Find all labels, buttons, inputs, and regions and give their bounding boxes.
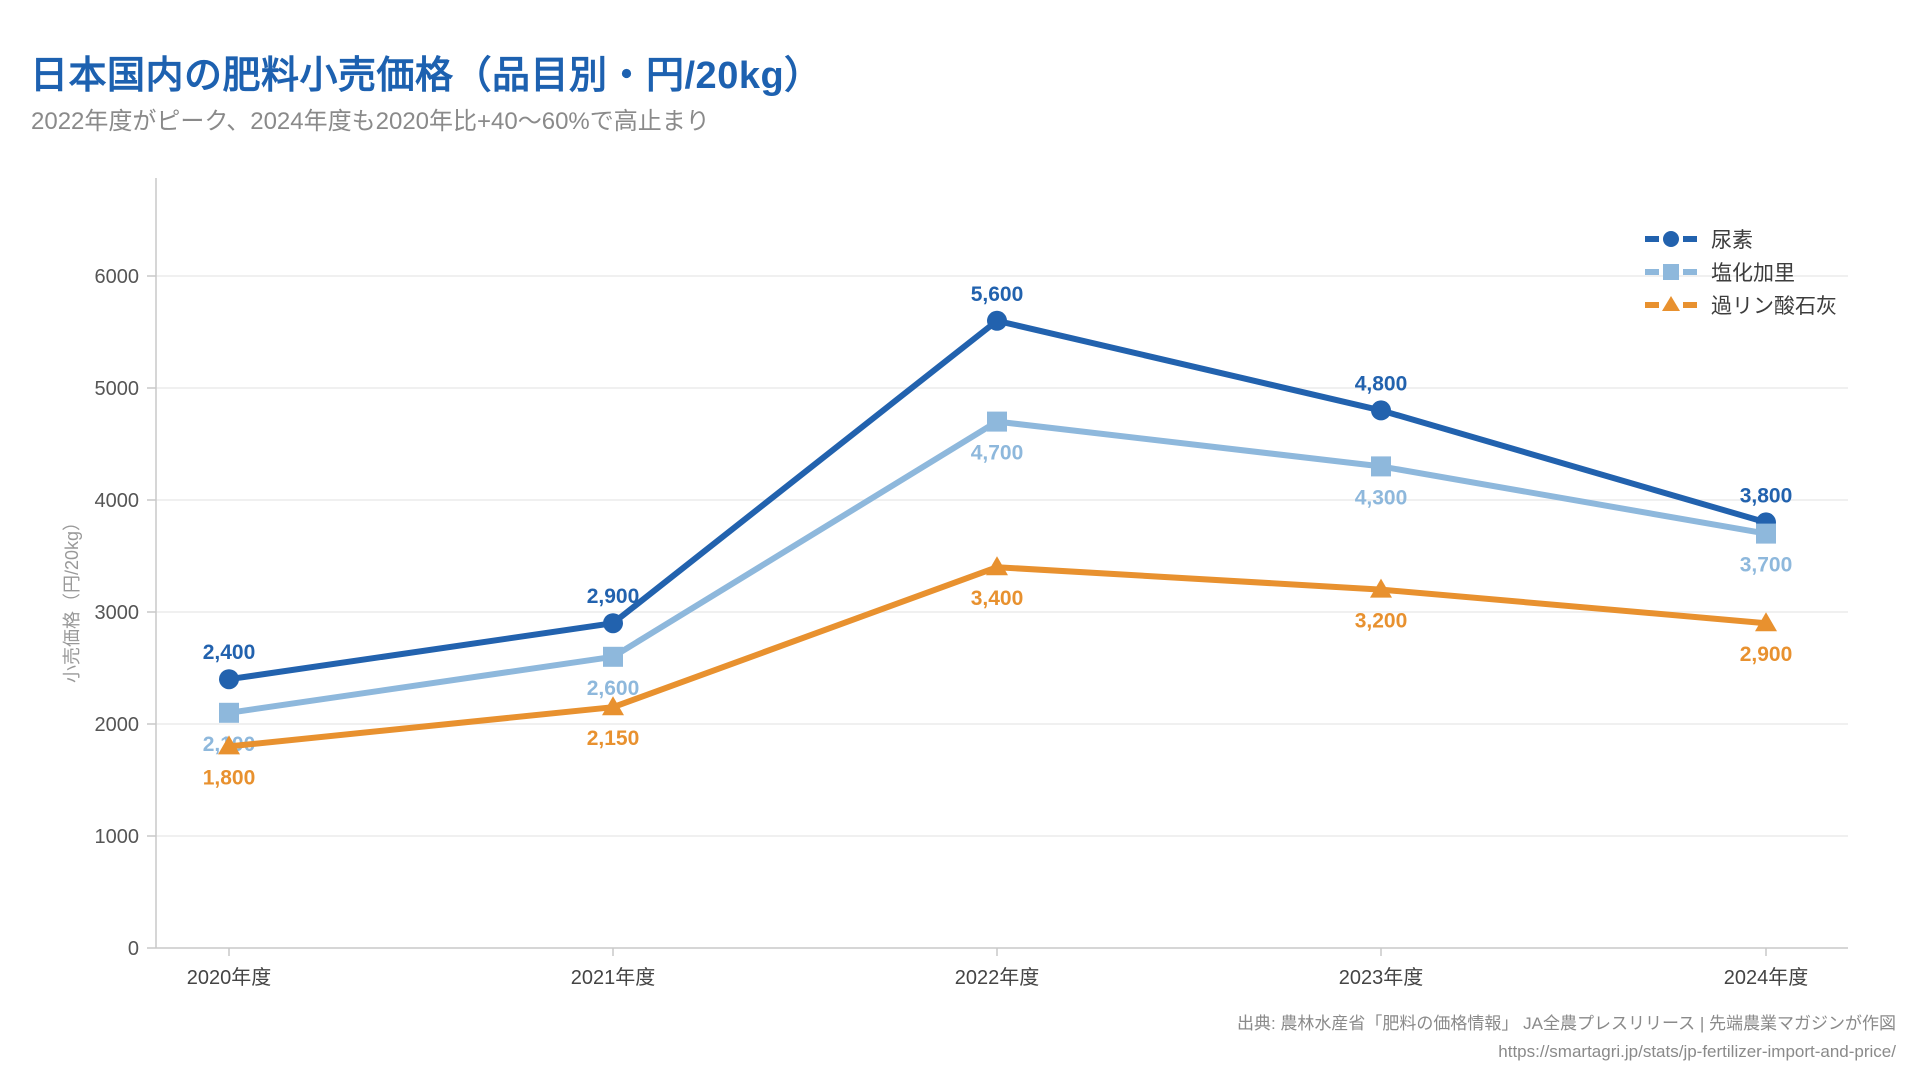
page-title: 日本国内の肥料小売価格（品目別・円/20kg） <box>30 55 823 97</box>
legend-item-過リン酸石灰: 過リン酸石灰 <box>1645 292 1837 318</box>
triangle-marker <box>1370 578 1392 598</box>
x-tick-label-4: 2024年度 <box>1724 966 1809 989</box>
legend-item-塩化加里: 塩化加里 <box>1645 259 1837 285</box>
square-marker <box>987 411 1007 432</box>
triangle-marker <box>218 735 240 755</box>
legend-label: 尿素 <box>1711 229 1753 252</box>
data-label-2-4: 2,900 <box>1740 643 1793 666</box>
y-tick-label-6000: 6000 <box>95 266 140 288</box>
data-label-2-3: 3,200 <box>1355 610 1408 633</box>
data-label-2-2: 3,400 <box>971 587 1024 610</box>
data-label-0-4: 3,800 <box>1740 484 1793 507</box>
data-label-2-0: 1,800 <box>203 766 256 789</box>
circle-marker <box>987 310 1007 331</box>
page-subtitle: 2022年度がピーク、2024年度も2020年比+40〜60%で高止まり <box>31 108 710 135</box>
data-label-0-0: 2,400 <box>203 641 256 664</box>
square-marker <box>1663 264 1679 280</box>
data-label-0-2: 5,600 <box>971 283 1024 306</box>
legend-label: 過リン酸石灰 <box>1711 295 1837 318</box>
legend-label: 塩化加里 <box>1711 262 1795 285</box>
triangle-marker <box>602 696 624 716</box>
circle-marker <box>1371 400 1391 421</box>
series-尿素: 2,400 2,900 5,600 4,800 3,800 <box>203 283 1793 690</box>
x-tick-label-1: 2021年度 <box>571 966 656 989</box>
data-label-0-3: 4,800 <box>1355 372 1408 395</box>
legend-swatch-circle-icon <box>1645 231 1697 247</box>
data-label-1-3: 4,300 <box>1355 486 1408 509</box>
circle-marker <box>219 669 239 690</box>
legend-swatch-square-icon <box>1645 264 1697 280</box>
source-attribution: 出典: 農林水産省「肥料の価格情報」 JA全農プレスリリース | 先端農業マガジ… <box>1237 1010 1896 1065</box>
x-tick-label-2: 2022年度 <box>955 966 1040 989</box>
y-tick-label-4000: 4000 <box>95 490 140 512</box>
square-marker <box>603 646 623 667</box>
y-axis-title: 小売価格（円/20kg） <box>62 513 82 683</box>
legend-swatch-triangle-icon <box>1645 296 1697 311</box>
square-marker <box>219 702 239 723</box>
x-tick-label-0: 2020年度 <box>187 966 272 989</box>
triangle-marker <box>1662 296 1680 311</box>
data-label-0-1: 2,900 <box>587 585 640 608</box>
source-url: https://smartagri.jp/stats/jp-fertilizer… <box>1498 1041 1896 1061</box>
source-text: 出典: 農林水産省「肥料の価格情報」 JA全農プレスリリース | 先端農業マガジ… <box>1236 1014 1896 1033</box>
square-marker <box>1371 456 1391 477</box>
triangle-marker <box>986 556 1008 576</box>
circle-marker <box>603 613 623 634</box>
legend-item-尿素: 尿素 <box>1645 226 1837 252</box>
circle-marker <box>1663 231 1679 247</box>
data-label-1-1: 2,600 <box>587 677 640 700</box>
data-label-2-1: 2,150 <box>587 727 640 750</box>
y-tick-label-0: 0 <box>128 938 139 960</box>
y-tick-label-2000: 2000 <box>95 714 140 736</box>
chart-legend: 尿素塩化加里過リン酸石灰 <box>1645 226 1837 318</box>
y-tick-label-3000: 3000 <box>95 602 140 624</box>
y-tick-label-5000: 5000 <box>95 378 140 400</box>
data-label-1-2: 4,700 <box>971 442 1024 465</box>
data-label-1-4: 3,700 <box>1740 554 1793 577</box>
y-tick-label-1000: 1000 <box>95 826 140 848</box>
triangle-marker <box>1755 612 1777 632</box>
square-marker <box>1756 523 1776 544</box>
series-過リン酸石灰: 1,800 2,150 3,400 3,200 2,900 <box>203 556 1793 789</box>
x-tick-label-3: 2023年度 <box>1339 966 1424 989</box>
